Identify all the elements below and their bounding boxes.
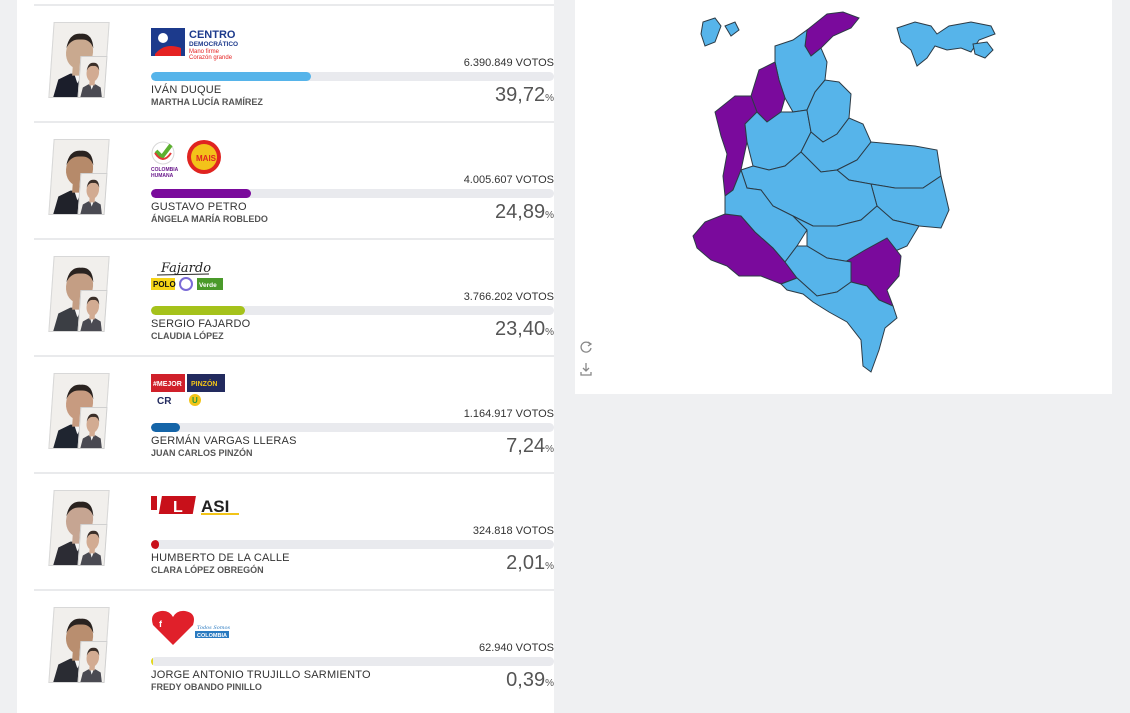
svg-text:U: U [192,396,198,405]
candidate-name: GUSTAVO PETRO [151,201,247,213]
svg-text:#MEJOR: #MEJOR [153,381,182,388]
running-mate-name: ÁNGELA MARÍA ROBLEDO [151,214,268,224]
svg-text:Corazón grande: Corazón grande [189,55,233,61]
percent-sign: % [545,327,554,338]
candidate-name: HUMBERTO DE LA CALLE [151,552,290,564]
party-logo: #MEJOR PINZÓN CR U [151,373,271,413]
votes-count: 62.940 VOTOS [478,642,554,654]
vote-bar [151,423,554,432]
percent-sign: % [545,210,554,221]
percent-value: 23,40 [495,318,546,340]
running-mate-photo [77,56,108,98]
vote-bar [151,540,554,549]
results-panel: CENTRO DEMOCRÁTICO Mano firme Corazón gr… [17,0,554,713]
svg-text:COLOMBIA: COLOMBIA [197,633,227,639]
running-mate-photo [77,407,108,449]
running-mate-name: FREDY OBANDO PINILLO [151,682,262,692]
running-mate-name: CLARA LÓPEZ OBREGÓN [151,565,264,575]
running-mate-photo [77,641,108,683]
running-mate-name: MARTHA LUCÍA RAMÍREZ [151,97,263,107]
colombia-map [692,11,950,373]
map-region-islands-2[interactable] [724,21,740,37]
map-panel [575,0,1112,394]
candidate-card[interactable]: CENTRO DEMOCRÁTICO Mano firme Corazón gr… [34,4,554,121]
percent-value: 0,39 [506,669,546,691]
party-logo: Fajardo POLO Verde [151,256,271,296]
vote-percentage: 7,24% [506,435,554,458]
vote-bar [151,189,554,198]
svg-text:CR: CR [157,396,172,407]
party-logo: L ASI [151,490,271,530]
vote-bar-fill [151,72,311,81]
votes-count: 4.005.607 VOTOS [463,174,554,186]
svg-text:CENTRO: CENTRO [189,29,236,41]
svg-text:Mano firme: Mano firme [189,49,220,55]
percent-sign: % [545,561,554,572]
running-mate-photo [77,524,108,566]
vote-percentage: 2,01% [506,552,554,575]
refresh-icon[interactable] [580,341,593,353]
map-inset-world-2 [972,41,994,59]
svg-text:HUMANA: HUMANA [151,173,174,179]
vote-percentage: 24,89% [495,201,554,224]
votes-count: 6.390.849 VOTOS [463,57,554,69]
votes-count: 3.766.202 VOTOS [463,291,554,303]
running-mate-name: JUAN CARLOS PINZÓN [151,448,253,458]
candidate-name: JORGE ANTONIO TRUJILLO SARMIENTO [151,669,371,681]
percent-value: 24,89 [495,201,546,223]
vote-bar [151,72,554,81]
svg-text:ASI: ASI [201,497,229,516]
svg-text:Todos Somos: Todos Somos [197,625,231,631]
vote-bar-fill [151,189,251,198]
party-logo: COLOMBIA HUMANA MAIS [151,139,271,179]
candidate-card[interactable]: COLOMBIA HUMANA MAIS 4.005.607 VOTOS GUS… [34,121,554,238]
candidate-card[interactable]: f Todos Somos COLOMBIA 62.940 VOTOS JORG… [34,589,554,706]
svg-text:f: f [159,619,163,629]
svg-text:L: L [173,499,183,516]
svg-text:Verde: Verde [199,282,217,289]
percent-sign: % [545,678,554,689]
candidate-name: IVÁN DUQUE [151,84,222,96]
vote-percentage: 0,39% [506,669,554,692]
svg-text:PINZÓN: PINZÓN [191,379,217,388]
percent-sign: % [545,93,554,104]
party-logo: f Todos Somos COLOMBIA [151,607,271,647]
vote-percentage: 39,72% [495,84,554,107]
running-mate-photo [77,173,108,215]
svg-text:Fajardo: Fajardo [160,261,211,276]
percent-value: 7,24 [506,435,546,457]
votes-count: 1.164.917 VOTOS [463,408,554,420]
department-map[interactable] [575,0,1112,394]
candidate-name: GERMÁN VARGAS LLERAS [151,435,297,447]
vote-bar-fill [151,306,245,315]
votes-count: 324.818 VOTOS [472,525,554,537]
map-region-amazonas[interactable] [780,277,898,373]
candidate-card[interactable]: L ASI 324.818 VOTOS HUMBERTO DE LA CALLE… [34,472,554,589]
running-mate-name: CLAUDIA LÓPEZ [151,331,224,341]
map-region-islands[interactable] [700,17,722,47]
candidate-card[interactable]: Fajardo POLO Verde 3.766.202 VOTOS SERGI… [34,238,554,355]
vote-bar [151,657,554,666]
vote-bar-fill [151,423,180,432]
candidate-name: SERGIO FAJARDO [151,318,251,330]
percent-value: 2,01 [506,552,546,574]
running-mate-photo [77,290,108,332]
map-region-guajira[interactable] [804,11,860,57]
vote-bar [151,306,554,315]
svg-text:DEMOCRÁTICO: DEMOCRÁTICO [189,39,238,48]
percent-value: 39,72 [495,84,546,106]
percent-sign: % [545,444,554,455]
party-logo: CENTRO DEMOCRÁTICO Mano firme Corazón gr… [151,22,271,62]
candidate-card[interactable]: #MEJOR PINZÓN CR U 1.164.917 VOTOS GERMÁ… [34,355,554,472]
vote-bar-fill [151,540,159,549]
vote-bar-fill [151,657,153,666]
svg-text:COLOMBIA: COLOMBIA [151,167,179,173]
svg-text:MAIS: MAIS [196,154,217,163]
download-icon[interactable] [580,363,592,376]
vote-percentage: 23,40% [495,318,554,341]
svg-text:POLO: POLO [153,280,176,289]
